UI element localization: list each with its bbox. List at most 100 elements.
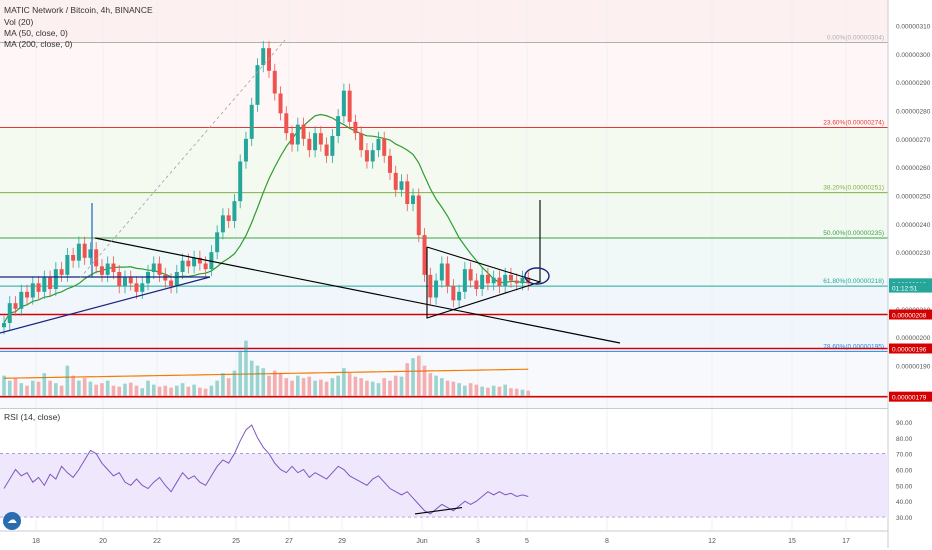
- candle-body: [295, 124, 300, 145]
- volume-bar: [463, 385, 467, 396]
- volume-bar: [347, 373, 352, 396]
- rsi-tick-label: 40.00: [896, 499, 913, 506]
- time-tick-label: 12: [708, 538, 716, 545]
- volume-bar: [198, 387, 202, 396]
- volume-bar: [192, 384, 196, 396]
- volume-bar: [486, 387, 490, 396]
- volume-bar: [301, 378, 306, 396]
- candle-body: [491, 277, 496, 284]
- candle-body: [267, 48, 271, 71]
- candle-body: [238, 161, 243, 202]
- volume-bar: [180, 383, 185, 396]
- candle-body: [336, 116, 341, 136]
- volume-bar: [157, 386, 162, 396]
- volume-bar: [526, 390, 531, 396]
- candle-body: [278, 93, 283, 114]
- volume-bar: [59, 385, 64, 396]
- price-tick-label: 0.00000240: [896, 222, 931, 229]
- volume-bar: [48, 380, 52, 396]
- candle-body: [434, 280, 439, 298]
- triangle-pattern: [426, 246, 542, 319]
- volume-bar: [65, 365, 70, 396]
- candle-body: [71, 255, 76, 261]
- rsi-tick-label: 30.00: [896, 515, 913, 522]
- candle-body: [82, 243, 87, 258]
- volume-bar: [296, 375, 300, 396]
- candle-body: [42, 277, 47, 292]
- rsi-tick-label: 90.00: [896, 420, 913, 427]
- rsi-tick-label: 50.00: [896, 483, 913, 490]
- candle-body: [485, 274, 490, 284]
- volume-bar: [336, 375, 340, 396]
- time-tick-label: 3: [476, 538, 480, 545]
- time-tick-label: 8: [605, 538, 609, 545]
- volume-bar: [232, 370, 237, 396]
- volume-bar: [468, 383, 473, 396]
- candle-body: [526, 277, 531, 284]
- volume-bar: [255, 365, 260, 396]
- candle-body: [2, 323, 6, 328]
- volume-bar: [330, 378, 335, 396]
- fib-band: [0, 127, 888, 193]
- price-label-text: 01:12:51: [892, 286, 918, 293]
- rsi-band: [0, 453, 888, 518]
- candle-body: [192, 257, 197, 267]
- volume-bar: [7, 380, 12, 396]
- fib-band: [0, 0, 888, 43]
- rsi-tick-label: 60.00: [896, 468, 913, 475]
- candle-body: [13, 303, 18, 309]
- candle-body: [411, 195, 416, 204]
- volume-bar: [25, 385, 29, 396]
- candle-body: [428, 274, 433, 298]
- candle-body: [462, 269, 467, 292]
- volume-bar: [480, 386, 484, 396]
- candle-body: [215, 232, 220, 253]
- volume-bar: [123, 383, 127, 396]
- candle-body: [255, 65, 260, 105]
- descending-trendline: [94, 237, 621, 344]
- ma50-legend: MA (50, close, 0): [4, 28, 68, 38]
- fib-band: [0, 286, 888, 352]
- volume-bar: [54, 383, 58, 396]
- candle-body: [128, 277, 133, 284]
- time-tick-label: 15: [788, 538, 796, 545]
- fib-level-label: 50.00%(0.00000235): [823, 230, 884, 237]
- candle-body: [272, 70, 277, 94]
- volume-bar: [100, 383, 104, 396]
- volume-bar: [399, 376, 404, 396]
- time-tick-label: Jun: [416, 538, 427, 545]
- price-tick-label: 0.00000280: [896, 109, 931, 116]
- volume-bar: [151, 384, 156, 396]
- price-axis-bg: [888, 0, 932, 548]
- volume-bar: [71, 375, 75, 396]
- chart-title: MATIC Network / Bitcoin, 4h, BINANCE: [4, 5, 153, 15]
- volume-legend: Vol (20): [4, 17, 34, 27]
- candle-body: [422, 235, 427, 275]
- candle-body: [25, 291, 30, 298]
- volume-bar: [272, 370, 277, 396]
- price-label-badge: [889, 343, 932, 354]
- price-label-badge: [889, 282, 932, 293]
- volume-bar: [111, 385, 116, 396]
- candle-body: [370, 150, 375, 162]
- candle-body: [376, 138, 381, 151]
- candle-body: [503, 274, 508, 287]
- candle-body: [30, 283, 35, 298]
- volume-bar: [238, 350, 242, 396]
- volume-bar: [342, 368, 346, 396]
- volume-bar: [307, 376, 312, 396]
- candle-body: [497, 277, 502, 287]
- apex-circle: [524, 267, 550, 285]
- ascending-trendline: [0, 276, 211, 334]
- volume-bar: [520, 389, 525, 396]
- price-tick-label: 0.00000260: [896, 165, 931, 172]
- volume-bar: [509, 388, 513, 396]
- price-tick-label: 0.00000270: [896, 137, 931, 144]
- volume-bar: [411, 358, 415, 396]
- price-tick-label: 0.00000290: [896, 80, 931, 87]
- candle-body: [318, 133, 323, 145]
- volume-bar: [324, 381, 329, 396]
- candle-body: [232, 201, 237, 221]
- rsi-tick-label: 70.00: [896, 452, 913, 459]
